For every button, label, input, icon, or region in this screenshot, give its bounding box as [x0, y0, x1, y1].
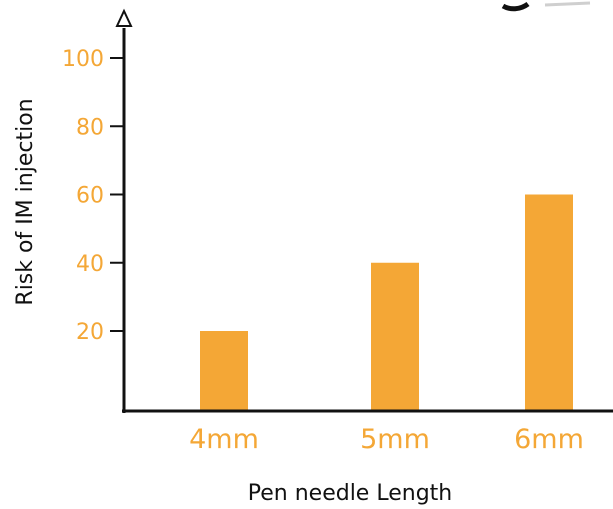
corner-decoration: [501, 1, 530, 12]
bar-4mm: [200, 331, 248, 411]
y-tick-label-40: 40: [76, 252, 104, 277]
y-axis-title: Risk of IM injection: [13, 98, 38, 305]
corner-decoration-2: [544, 1, 591, 7]
bars-group: [200, 194, 573, 411]
x-axis-title: Pen needle Length: [248, 481, 452, 506]
bar-6mm: [525, 194, 573, 411]
y-axis-arrow: [115, 8, 133, 27]
x-tick-label-4mm: 4mm: [189, 424, 259, 455]
y-tick-label-80: 80: [76, 115, 104, 140]
y-tick-label-60: 60: [76, 184, 104, 209]
x-tick-label-5mm: 5mm: [360, 424, 430, 455]
y-tick-label-20: 20: [76, 320, 104, 345]
y-ticks-group: 20 40 60 80 100: [62, 47, 124, 345]
y-tick-label-100: 100: [62, 47, 104, 72]
bar-5mm: [371, 262, 419, 411]
x-tick-label-6mm: 6mm: [514, 424, 584, 455]
x-labels-group: 4mm 5mm 6mm: [189, 424, 584, 455]
